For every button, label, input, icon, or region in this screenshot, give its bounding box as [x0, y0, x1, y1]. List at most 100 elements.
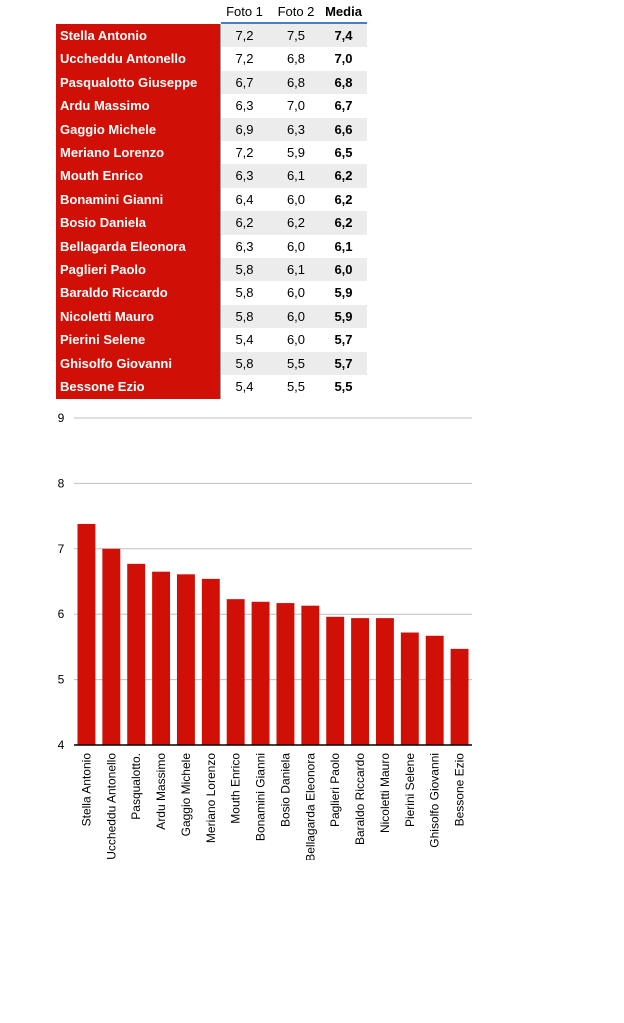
- row-foto1: 5,8: [235, 308, 254, 324]
- row-name: Stella Antonio: [60, 28, 147, 43]
- row-foto1: 6,3: [235, 168, 254, 184]
- x-tick-label: Gaggio Michele: [179, 753, 193, 837]
- row-foto1: 5,4: [235, 332, 254, 348]
- average-score-bar-chart: 4 5 6 7 8 9 Stella Antonio Uccheddu Antonello Pa…: [58, 411, 472, 860]
- row-media: 6,7: [334, 98, 353, 114]
- row-media: 5,9: [334, 285, 353, 301]
- row-media: 6,8: [334, 74, 353, 90]
- bar: [152, 571, 171, 745]
- table-row: Bosio Daniela 6,2 6,2 6,2: [56, 211, 367, 235]
- row-foto1: 5,8: [235, 355, 254, 371]
- table-row: Ghisolfo Giovanni 5,8 5,5 5,7: [56, 351, 367, 375]
- name-column-background: [56, 24, 220, 399]
- x-tick-label: Stella Antonio: [79, 753, 93, 827]
- table-row: Bonamini Gianni 6,4 6,0 6,2: [56, 188, 367, 211]
- row-name: Pasqualotto Giuseppe: [60, 74, 198, 90]
- table-row: Ardu Massimo 6,3 7,0 6,7: [56, 94, 367, 117]
- table-row: Mouth Enrico 6,3 6,1 6,2: [56, 164, 367, 188]
- row-stripe: [221, 211, 367, 235]
- x-tick-label: Pasqualotto.: [129, 753, 143, 820]
- row-name: Bosio Daniela: [60, 215, 146, 231]
- table-row: Uccheddu Antonello 7,2 6,8 7,0: [56, 47, 367, 70]
- row-media: 7,0: [334, 51, 353, 67]
- row-stripe: [221, 117, 367, 141]
- row-stripe: [221, 351, 367, 375]
- table-row: Nicoletti Mauro 5,8 6,0 5,9: [56, 304, 367, 329]
- table-row: Bellagarda Eleonora 6,3 6,0 6,1: [56, 235, 367, 258]
- table-header: Foto 1 Foto 2 Media: [56, 4, 367, 22]
- bar: [102, 548, 121, 745]
- bar: [276, 603, 295, 745]
- row-foto1: 6,4: [235, 191, 254, 207]
- table-row: Pierini Selene 5,4 6,0 5,7: [56, 328, 367, 351]
- row-media: 6,2: [334, 191, 353, 207]
- row-name: Nicoletti Mauro: [60, 308, 154, 324]
- x-tick-label: Mouth Enrico: [229, 753, 243, 824]
- row-foto2: 7,0: [286, 98, 306, 114]
- table-row: Paglieri Paolo 5,8 6,1 6,0: [56, 258, 367, 282]
- row-foto1: 6,2: [235, 215, 254, 231]
- bar: [226, 599, 245, 745]
- y-tick-label: 7: [58, 542, 65, 556]
- x-tick-label: Ghisolfo Giovanni: [428, 753, 442, 848]
- row-name: Bonamini Gianni: [60, 191, 164, 207]
- row-name: Bessone Ezio: [60, 379, 145, 394]
- row-name: Pierini Selene: [60, 332, 146, 348]
- y-tick-label: 6: [58, 607, 65, 621]
- table-row: Gaggio Michele 6,9 6,3 6,6: [56, 117, 367, 141]
- row-name: Ghisolfo Giovanni: [60, 355, 172, 371]
- table-row: Bessone Ezio 5,4 5,5 5,5: [56, 375, 367, 398]
- bar: [400, 632, 419, 745]
- row-foto2: 5,9: [286, 145, 306, 160]
- row-foto1: 5,8: [235, 285, 254, 301]
- row-foto2: 6,1: [286, 262, 306, 277]
- row-media: 5,9: [334, 308, 353, 324]
- bar: [375, 618, 394, 745]
- row-foto2: 6,8: [286, 74, 306, 90]
- bar: [201, 578, 220, 745]
- row-foto1: 6,9: [235, 121, 254, 137]
- x-tick-label: Bessone Ezio: [453, 753, 467, 827]
- x-tick-label: Bonamini Gianni: [254, 753, 268, 841]
- row-name: Bellagarda Eleonora: [60, 238, 186, 254]
- x-tick-label: Paglieri Paolo: [328, 753, 342, 827]
- row-name: Meriano Lorenzo: [60, 145, 165, 160]
- bar: [77, 523, 96, 745]
- row-foto2: 6,0: [286, 285, 306, 301]
- header-rule: [221, 22, 367, 24]
- x-tick-label: Pierini Selene: [403, 753, 417, 827]
- row-media: 5,7: [334, 332, 353, 348]
- row-foto2: 5,5: [286, 379, 306, 394]
- bar: [251, 601, 270, 745]
- row-media: 5,7: [334, 355, 353, 371]
- row-media: 5,5: [334, 379, 353, 394]
- row-media: 6,2: [334, 168, 353, 184]
- row-foto1: 6,3: [235, 98, 254, 114]
- column-header-media: Media: [325, 4, 362, 19]
- column-header-foto2: Foto 2: [277, 4, 315, 19]
- row-foto2: 6,2: [286, 215, 306, 231]
- row-media: 6,2: [334, 215, 353, 231]
- y-tick-label: 5: [58, 673, 65, 687]
- x-tick-label: Ardu Massimo: [154, 753, 168, 830]
- row-foto2: 5,5: [286, 355, 306, 371]
- row-name: Baraldo Riccardo: [60, 285, 168, 301]
- row-foto2: 6,0: [286, 332, 306, 348]
- row-name: Ardu Massimo: [60, 98, 150, 114]
- row-foto2: 7,5: [286, 28, 306, 43]
- row-foto1: 7,2: [235, 145, 254, 160]
- row-stripe: [221, 258, 367, 282]
- row-stripe: [221, 164, 367, 188]
- row-media: 6,1: [334, 238, 353, 254]
- bar: [450, 648, 469, 745]
- table-row: Pasqualotto Giuseppe 6,7 6,8 6,8: [56, 70, 367, 95]
- row-foto2: 6,0: [286, 308, 306, 324]
- x-tick-label: Meriano Lorenzo: [204, 753, 218, 843]
- y-tick-label: 4: [58, 738, 65, 752]
- y-tick-label: 8: [58, 476, 65, 490]
- row-foto1: 5,4: [235, 379, 254, 394]
- row-name: Gaggio Michele: [60, 121, 157, 137]
- row-media: 6,0: [334, 262, 353, 277]
- row-media: 6,5: [334, 145, 353, 160]
